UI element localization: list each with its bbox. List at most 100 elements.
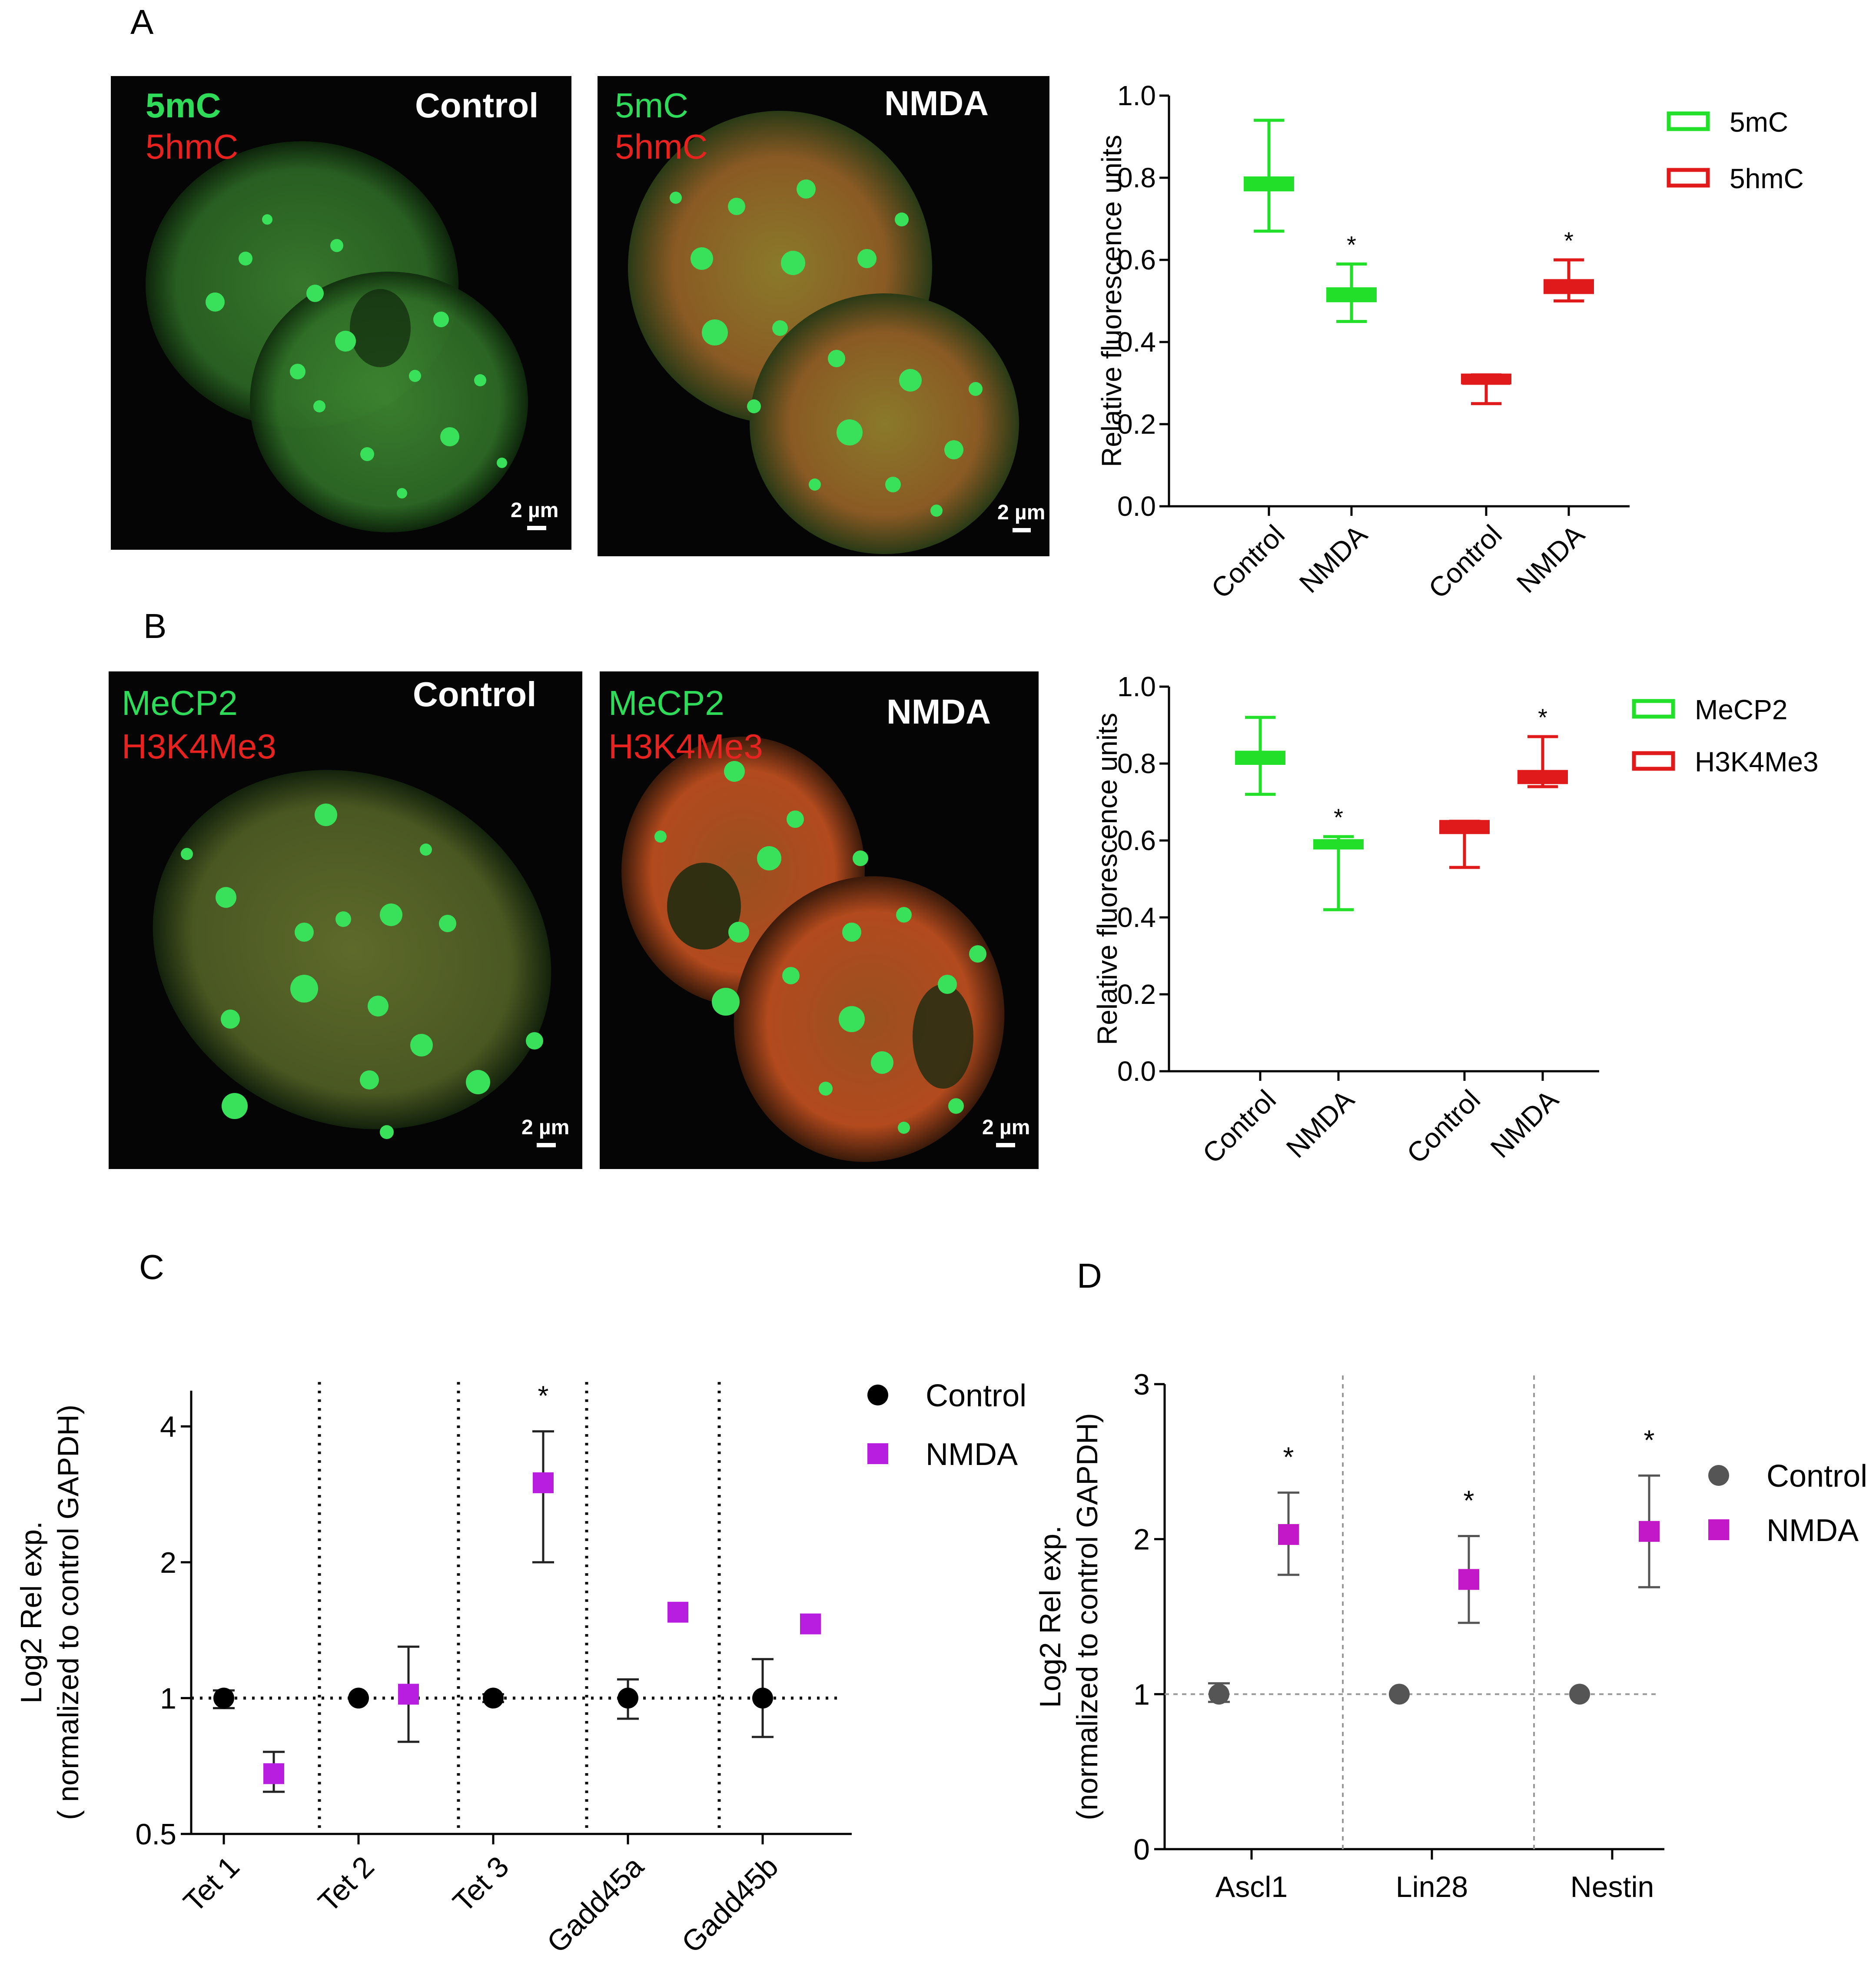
legend-label: NMDA <box>926 1437 1018 1472</box>
data-point-circle <box>1569 1684 1590 1705</box>
data-point-square <box>263 1750 285 1793</box>
box-plot <box>1517 735 1568 788</box>
box-plot <box>1326 262 1377 323</box>
x-tick-label: Nestin <box>1571 1870 1654 1903</box>
box-plot <box>1439 820 1490 869</box>
box-body <box>1326 287 1377 302</box>
y-tick-label: 0.4 <box>1117 902 1156 933</box>
y-tick-label: 0.6 <box>1117 825 1156 856</box>
significance-marker: * <box>1538 704 1547 731</box>
y-tick-label: 1 <box>160 1682 176 1715</box>
y-tick-label: 2 <box>1133 1523 1150 1556</box>
panel-letter-c: C <box>139 1248 164 1286</box>
micrograph-condition: NMDA <box>884 84 989 123</box>
marker-square <box>667 1601 688 1623</box>
y-tick-label: 0.6 <box>1117 244 1156 276</box>
x-tick-label: NMDA <box>1293 519 1373 599</box>
data-point-circle <box>1389 1684 1410 1705</box>
x-tick-label: Control <box>1422 519 1508 605</box>
significance-marker: * <box>1347 231 1356 258</box>
marker-circle <box>1209 1684 1229 1705</box>
significance-marker: * <box>1334 804 1343 831</box>
micrograph-stain2: 5hmC <box>615 127 707 166</box>
scale-bar <box>1013 528 1031 532</box>
significance-marker: * <box>1283 1442 1294 1473</box>
y-tick-label: 3 <box>1133 1368 1150 1401</box>
legend-label: NMDA <box>1766 1513 1859 1548</box>
box-plot <box>1544 258 1594 302</box>
legend-label: 5mC <box>1730 106 1788 138</box>
micrograph-stain1: 5mC <box>146 86 221 125</box>
y-tick-label: 0.4 <box>1117 326 1156 358</box>
legend-label: Control <box>926 1378 1026 1413</box>
chart-a: 0.0 0.2 0.4 0.6 0.8 1.0 Relative fluorescence … <box>1096 80 1804 605</box>
data-point-circle <box>482 1687 504 1709</box>
legend-label: MeCP2 <box>1695 694 1787 725</box>
marker-circle <box>348 1687 369 1709</box>
data-point-circle <box>617 1678 639 1720</box>
data-point-square <box>1278 1491 1299 1576</box>
y-tick-label: 1.0 <box>1117 80 1156 111</box>
micrograph-b-control: MeCP2 H3K4Me3 Control 2 µm <box>109 671 582 1169</box>
micrograph-stain2: 5hmC <box>146 127 238 166</box>
scale-bar <box>996 1143 1015 1147</box>
y-tick-label: 0.5 <box>135 1818 176 1851</box>
box-body <box>1235 751 1285 765</box>
panel-letter-a: A <box>130 3 154 41</box>
scale-bar-label: 2 µm <box>511 499 558 522</box>
micrograph-stain2: H3K4Me3 <box>122 727 276 766</box>
x-tick-label: Lin28 <box>1396 1870 1468 1903</box>
data-point-square <box>800 1613 821 1634</box>
micrograph-condition: Control <box>415 86 538 125</box>
micrograph-b-nmda: MeCP2 H3K4Me3 NMDA 2 µm <box>600 671 1039 1169</box>
y-tick-label: 4 <box>160 1410 176 1443</box>
scale-bar-label: 2 µm <box>982 1116 1030 1139</box>
legend-swatch <box>1667 168 1710 188</box>
scale-bar-label: 2 µm <box>521 1116 569 1139</box>
marker-square <box>1458 1569 1479 1590</box>
panel-letter-d: D <box>1077 1256 1102 1295</box>
y-axis-label: Relative fluorescence units <box>1092 713 1123 1045</box>
marker-circle <box>618 1687 638 1709</box>
scale-bar-label: 2 µm <box>997 501 1045 524</box>
x-tick-label: NMDA <box>1484 1084 1564 1164</box>
y-tick-label: 0 <box>1133 1833 1150 1866</box>
significance-marker: * <box>1644 1424 1655 1455</box>
micrograph-stain1: MeCP2 <box>122 684 238 722</box>
y-tick-label: 1.0 <box>1117 671 1156 702</box>
y-tick-label: 0.8 <box>1117 748 1156 779</box>
box-plot <box>1244 119 1294 233</box>
box-body <box>1439 820 1490 834</box>
significance-marker: * <box>1464 1485 1474 1516</box>
box-plot <box>1235 716 1285 796</box>
marker-circle <box>1389 1684 1410 1705</box>
y-axis-label: Relative fluorescence units <box>1096 135 1127 467</box>
scale-bar <box>527 526 546 530</box>
marker-square <box>800 1613 821 1634</box>
x-tick-label: NMDA <box>1511 519 1590 599</box>
x-tick-label: Tet 3 <box>447 1850 515 1919</box>
micrograph-condition: Control <box>413 675 536 714</box>
box-body <box>1544 279 1594 294</box>
x-tick-label: Tet 1 <box>177 1850 246 1919</box>
y-tick-label: 0.0 <box>1117 1056 1156 1087</box>
marker-square <box>1639 1521 1660 1542</box>
micrograph-condition: NMDA <box>887 692 991 731</box>
x-tick-label: Gadd45a <box>541 1850 650 1960</box>
micrograph-stain1: 5mC <box>615 86 688 125</box>
legend-swatch <box>1667 111 1710 131</box>
x-tick-label: Gadd45b <box>675 1850 785 1960</box>
significance-marker: * <box>538 1380 549 1412</box>
y-tick-label: 2 <box>160 1546 176 1579</box>
marker-square <box>1278 1524 1299 1545</box>
data-point-circle <box>348 1687 369 1709</box>
significance-marker: * <box>1564 227 1574 254</box>
micrograph-stain2: H3K4Me3 <box>608 727 763 766</box>
data-point-circle <box>213 1687 235 1710</box>
y-axis-label: Log2 Rel exp. <box>15 1521 48 1704</box>
x-tick-label: Control <box>1205 519 1291 605</box>
data-point-square <box>1458 1535 1480 1624</box>
marker-circle <box>213 1687 234 1709</box>
y-tick-label: 0.2 <box>1117 979 1156 1010</box>
y-tick-label: 0.8 <box>1117 162 1156 193</box>
